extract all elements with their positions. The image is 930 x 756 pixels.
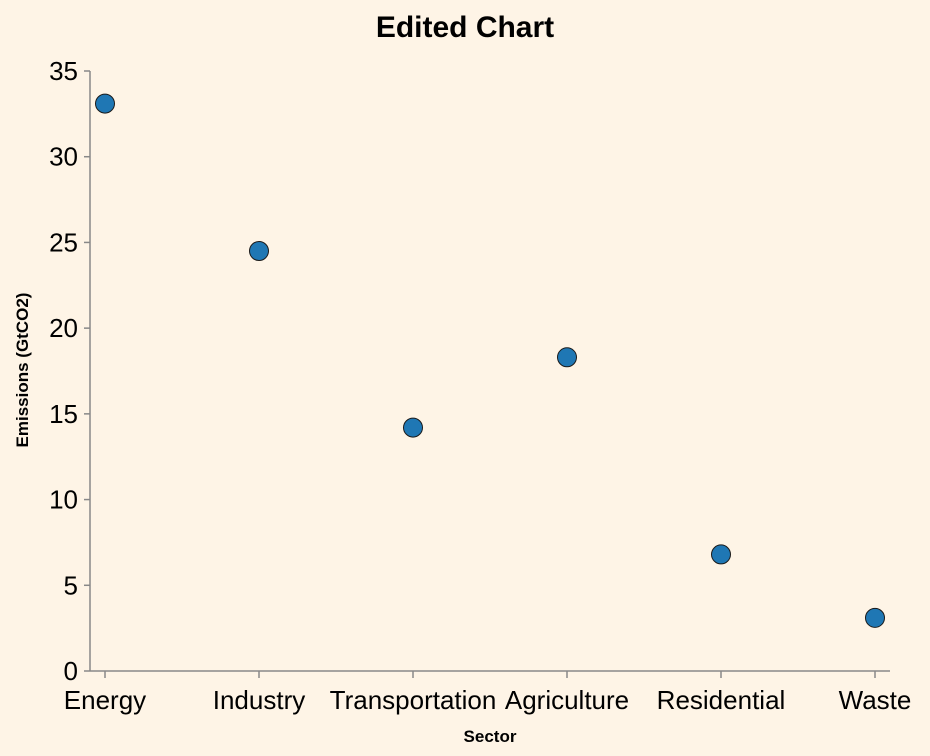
data-point — [403, 417, 423, 438]
x-tick-label: Waste — [839, 685, 912, 715]
y-axis: 0 5 10 15 20 25 30 35 — [49, 56, 91, 686]
data-point — [711, 544, 731, 565]
y-tick-label: 10 — [49, 485, 78, 515]
x-tick-label: Agriculture — [505, 685, 629, 715]
data-point — [95, 93, 115, 114]
y-tick-label: 0 — [64, 656, 78, 686]
x-axis: Energy Industry Transportation Agriculture R… — [64, 670, 912, 715]
x-tick-label: Industry — [213, 685, 306, 715]
x-tick-label: Residential — [657, 685, 786, 715]
y-tick-label: 35 — [49, 56, 78, 86]
x-tick-label: Energy — [64, 685, 146, 715]
data-point — [557, 347, 577, 368]
chart-title: Edited Chart — [376, 11, 554, 44]
y-tick-label: 15 — [49, 399, 78, 429]
x-tick-label: Transportation — [330, 685, 497, 715]
y-tick-label: 25 — [49, 227, 78, 257]
data-points — [95, 93, 885, 628]
data-point — [249, 241, 269, 261]
y-tick-label: 20 — [49, 313, 78, 343]
data-point — [865, 607, 885, 628]
y-tick-label: 5 — [64, 570, 78, 600]
x-axis-title: Sector — [464, 727, 517, 746]
y-axis-title: Emissions (GtCO2) — [13, 293, 32, 448]
y-tick-label: 30 — [49, 142, 78, 172]
